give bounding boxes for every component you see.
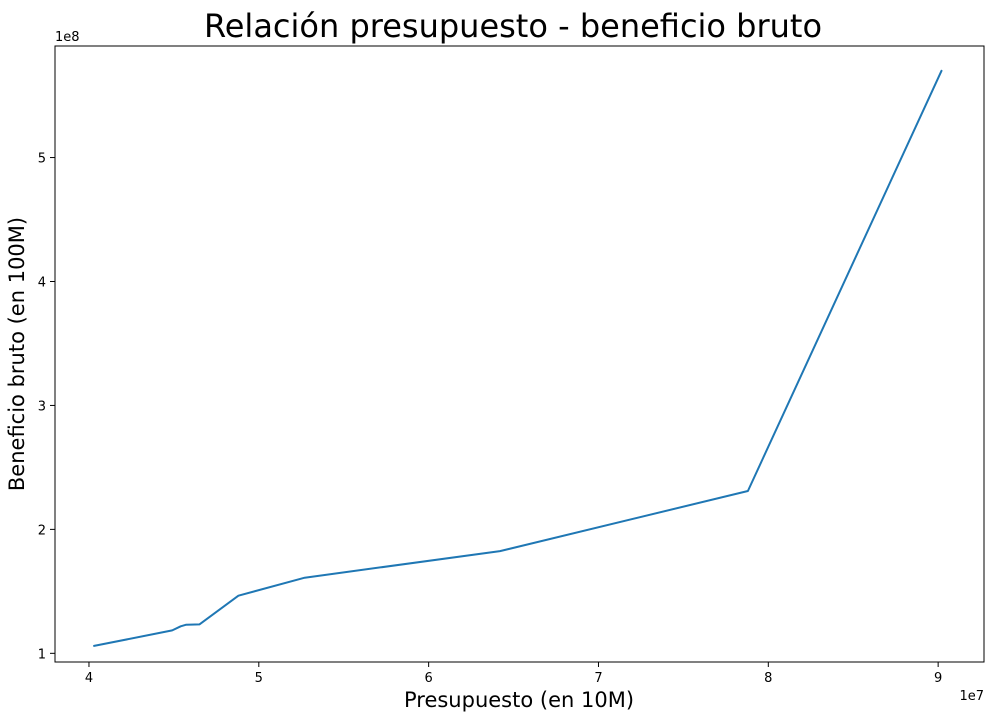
x-tick-label: 9 xyxy=(934,671,942,686)
x-axis-label: Presupuesto (en 10M) xyxy=(404,688,634,712)
y-tick-label: 2 xyxy=(38,523,46,538)
y-tick-label: 1 xyxy=(38,647,46,662)
plot-area xyxy=(54,45,985,663)
x-tick-label: 4 xyxy=(85,671,93,686)
x-tick-label: 6 xyxy=(424,671,432,686)
series-line-0 xyxy=(93,69,943,647)
x-tick-label: 5 xyxy=(255,671,263,686)
x-tick-label: 8 xyxy=(764,671,772,686)
y-axis-label: Beneficio bruto (en 100M) xyxy=(5,217,29,491)
x-axis: 4 5 6 7 8 9 xyxy=(85,662,942,686)
y-tick-label: 4 xyxy=(38,275,46,290)
y-axis: 1 2 3 4 5 xyxy=(38,152,55,662)
y-axis-offset-label: 1e8 xyxy=(55,30,80,45)
y-tick-label: 3 xyxy=(38,399,46,414)
x-tick-label: 7 xyxy=(594,671,602,686)
y-tick-label: 5 xyxy=(38,152,46,167)
chart-title: Relación presupuesto - beneficio bruto xyxy=(204,7,822,45)
plot-frame xyxy=(54,45,985,663)
series-layer xyxy=(93,69,943,647)
x-axis-offset-label: 1e7 xyxy=(959,689,984,704)
